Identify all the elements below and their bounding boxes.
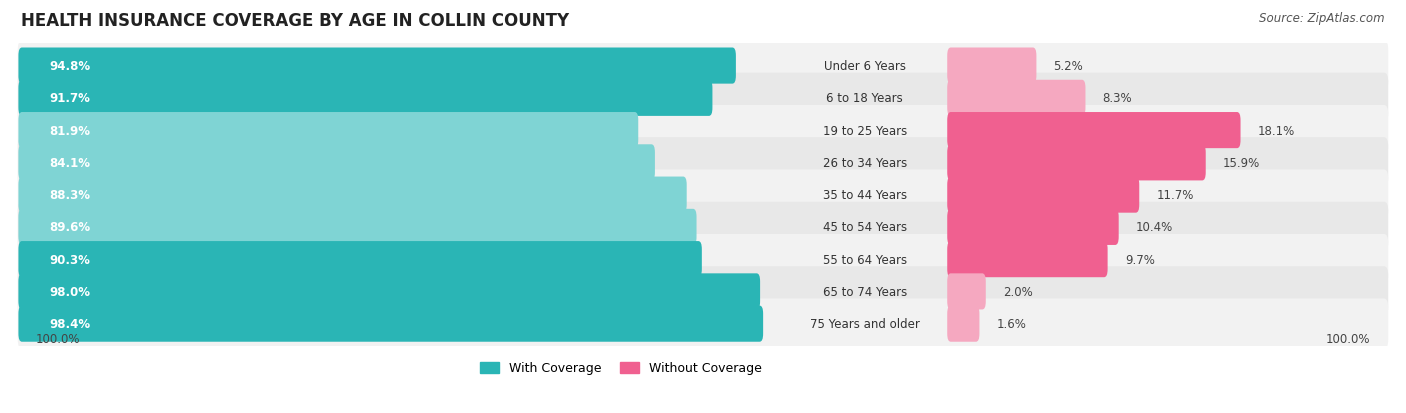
- Text: 84.1%: 84.1%: [49, 157, 90, 169]
- FancyBboxPatch shape: [948, 306, 980, 342]
- FancyBboxPatch shape: [18, 170, 1388, 220]
- Text: HEALTH INSURANCE COVERAGE BY AGE IN COLLIN COUNTY: HEALTH INSURANCE COVERAGE BY AGE IN COLL…: [21, 12, 569, 30]
- FancyBboxPatch shape: [18, 202, 1388, 252]
- FancyBboxPatch shape: [18, 74, 1388, 123]
- FancyBboxPatch shape: [18, 48, 735, 84]
- Text: 10.4%: 10.4%: [1136, 221, 1173, 234]
- Text: 6 to 18 Years: 6 to 18 Years: [827, 92, 903, 105]
- FancyBboxPatch shape: [948, 209, 1119, 245]
- FancyBboxPatch shape: [948, 242, 1108, 278]
- Text: 98.0%: 98.0%: [49, 285, 90, 298]
- Text: 15.9%: 15.9%: [1223, 157, 1260, 169]
- Text: 8.3%: 8.3%: [1102, 92, 1132, 105]
- Text: 35 to 44 Years: 35 to 44 Years: [823, 189, 907, 202]
- FancyBboxPatch shape: [18, 267, 1388, 317]
- Text: Under 6 Years: Under 6 Years: [824, 60, 905, 73]
- FancyBboxPatch shape: [948, 81, 1085, 116]
- FancyBboxPatch shape: [18, 145, 655, 181]
- Text: Source: ZipAtlas.com: Source: ZipAtlas.com: [1260, 12, 1385, 25]
- FancyBboxPatch shape: [18, 306, 763, 342]
- FancyBboxPatch shape: [18, 177, 686, 213]
- Text: 55 to 64 Years: 55 to 64 Years: [823, 253, 907, 266]
- FancyBboxPatch shape: [18, 235, 1388, 285]
- Text: 100.0%: 100.0%: [35, 332, 80, 345]
- FancyBboxPatch shape: [948, 274, 986, 310]
- FancyBboxPatch shape: [18, 81, 713, 116]
- Text: 81.9%: 81.9%: [49, 124, 90, 137]
- FancyBboxPatch shape: [18, 138, 1388, 188]
- FancyBboxPatch shape: [18, 41, 1388, 92]
- FancyBboxPatch shape: [948, 177, 1139, 213]
- FancyBboxPatch shape: [948, 113, 1240, 149]
- Text: 5.2%: 5.2%: [1053, 60, 1084, 73]
- Text: 75 Years and older: 75 Years and older: [810, 318, 920, 330]
- Text: 18.1%: 18.1%: [1258, 124, 1295, 137]
- Text: 98.4%: 98.4%: [49, 318, 90, 330]
- Text: 11.7%: 11.7%: [1157, 189, 1194, 202]
- FancyBboxPatch shape: [18, 299, 1388, 349]
- Text: 94.8%: 94.8%: [49, 60, 90, 73]
- FancyBboxPatch shape: [18, 106, 1388, 156]
- Text: 89.6%: 89.6%: [49, 221, 90, 234]
- Text: 19 to 25 Years: 19 to 25 Years: [823, 124, 907, 137]
- Text: 9.7%: 9.7%: [1125, 253, 1154, 266]
- Text: 65 to 74 Years: 65 to 74 Years: [823, 285, 907, 298]
- FancyBboxPatch shape: [18, 274, 761, 310]
- Text: 2.0%: 2.0%: [1002, 285, 1033, 298]
- FancyBboxPatch shape: [18, 113, 638, 149]
- Text: 1.6%: 1.6%: [997, 318, 1026, 330]
- Text: 91.7%: 91.7%: [49, 92, 90, 105]
- FancyBboxPatch shape: [948, 145, 1206, 181]
- Text: 45 to 54 Years: 45 to 54 Years: [823, 221, 907, 234]
- Text: 100.0%: 100.0%: [1326, 332, 1371, 345]
- FancyBboxPatch shape: [948, 48, 1036, 84]
- Legend: With Coverage, Without Coverage: With Coverage, Without Coverage: [475, 356, 766, 380]
- FancyBboxPatch shape: [18, 209, 696, 245]
- Text: 90.3%: 90.3%: [49, 253, 90, 266]
- Text: 26 to 34 Years: 26 to 34 Years: [823, 157, 907, 169]
- FancyBboxPatch shape: [18, 242, 702, 278]
- Text: 88.3%: 88.3%: [49, 189, 90, 202]
